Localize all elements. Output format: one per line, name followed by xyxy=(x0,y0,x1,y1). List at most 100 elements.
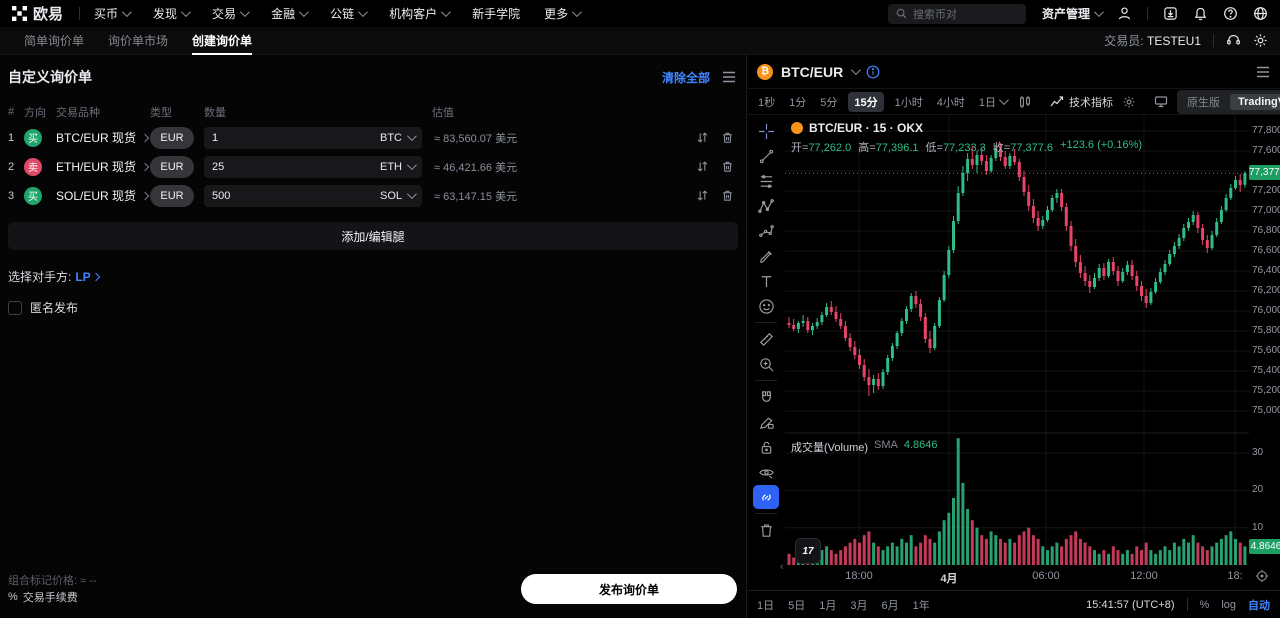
language-globe-icon[interactable] xyxy=(1253,6,1268,21)
range-button[interactable]: 1日 xyxy=(757,599,775,612)
rfq-tab[interactable]: 简单询价单 xyxy=(24,34,85,48)
crosshair-tool-icon[interactable] xyxy=(753,119,779,143)
menu-icon[interactable] xyxy=(722,71,736,83)
nav-item[interactable]: 金融 xyxy=(271,5,309,22)
range-button[interactable]: 1月 xyxy=(819,599,837,612)
search-input[interactable]: 搜索币对 xyxy=(887,3,1026,24)
lock-tool-icon[interactable] xyxy=(753,435,779,459)
range-button[interactable]: 5日 xyxy=(788,599,806,612)
download-app-icon[interactable] xyxy=(1163,6,1178,21)
instrument-selector[interactable]: BTC/EUR 现货 xyxy=(56,129,150,146)
remove-drawings-trash-icon[interactable] xyxy=(753,518,779,542)
nav-item[interactable]: 公链 xyxy=(330,5,368,22)
measure-ruler-tool-icon[interactable] xyxy=(753,327,779,351)
rfq-tab[interactable]: 创建询价单 xyxy=(180,27,264,55)
sma-value: 4.8646 xyxy=(903,439,938,451)
leg-index: 3 xyxy=(8,189,15,202)
nav-item[interactable]: 交易 xyxy=(212,5,250,22)
add-edit-legs-button[interactable]: 添加/编辑腿 xyxy=(8,222,738,250)
type-pill[interactable]: EUR xyxy=(150,155,194,178)
delete-leg-icon[interactable] xyxy=(721,131,734,144)
text-tool-icon[interactable] xyxy=(753,269,779,293)
forecast-tool-icon[interactable] xyxy=(753,219,779,243)
fib-lines-tool-icon[interactable] xyxy=(753,169,779,193)
emoji-tool-icon[interactable] xyxy=(753,294,779,318)
brush-tool-icon[interactable] xyxy=(753,244,779,268)
delete-leg-icon[interactable] xyxy=(721,189,734,202)
instrument-selector[interactable]: SOL/EUR 现货 xyxy=(56,187,150,204)
chart-settings-gear-icon[interactable] xyxy=(1122,95,1136,109)
type-pill[interactable]: EUR xyxy=(150,126,194,149)
log-scale-button[interactable]: log xyxy=(1221,598,1236,611)
tradingview-version-option[interactable]: TradingView xyxy=(1230,93,1280,110)
xabcd-pattern-tool-icon[interactable] xyxy=(753,194,779,218)
zoom-in-tool-icon[interactable] xyxy=(753,352,779,376)
time-axis[interactable]: 18:00 4月 06:00 12:00 18: xyxy=(785,565,1249,590)
range-button[interactable]: 1年 xyxy=(912,599,930,612)
screenshot-icon[interactable] xyxy=(1154,95,1168,108)
anonymous-checkbox[interactable] xyxy=(8,300,22,315)
unit-selector[interactable]: ETH xyxy=(380,160,417,173)
chart-symbol[interactable]: BTC/EUR xyxy=(781,63,844,80)
settings-gear-icon[interactable] xyxy=(1253,33,1268,48)
percent-scale-button[interactable]: % xyxy=(1199,598,1210,611)
delete-leg-icon[interactable] xyxy=(721,160,734,173)
nav-item[interactable]: 发现 xyxy=(153,5,191,22)
native-version-option[interactable]: 原生版 xyxy=(1187,96,1220,109)
timeframe-button[interactable]: 1小时 xyxy=(894,96,923,109)
edit-lock-tool-icon[interactable] xyxy=(753,410,779,434)
chevron-down-icon[interactable] xyxy=(851,65,862,76)
quantity-input[interactable]: 500 SOL xyxy=(204,184,422,207)
timeframe-button[interactable]: 15分 xyxy=(848,91,884,112)
range-button[interactable]: 6月 xyxy=(881,599,899,612)
nav-item[interactable]: 新手学院 xyxy=(472,7,521,21)
trendline-tool-icon[interactable] xyxy=(753,144,779,168)
rfq-tab[interactable]: 询价单市场 xyxy=(108,34,169,48)
timeframe-button[interactable]: 5分 xyxy=(820,96,838,109)
scroll-to-realtime-icon[interactable] xyxy=(1255,569,1269,583)
range-button[interactable]: 3月 xyxy=(850,599,868,612)
chevron-down-icon xyxy=(572,7,583,18)
auto-scale-button[interactable]: 自动 xyxy=(1248,599,1270,612)
type-pill[interactable]: EUR xyxy=(150,184,194,207)
candle-style-icon[interactable] xyxy=(1018,95,1032,109)
link-tool-icon[interactable] xyxy=(753,485,779,509)
price-axis[interactable]: 77,800.0 77,600.0 77,200.0 77,000.0 76,800.0… xyxy=(1249,115,1280,565)
fee-label[interactable]: 交易手续费 xyxy=(22,592,78,604)
unit-selector[interactable]: SOL xyxy=(380,189,417,202)
magnet-tool-icon[interactable] xyxy=(753,385,779,409)
clear-all-button[interactable]: 清除全部 xyxy=(661,70,710,85)
user-icon[interactable] xyxy=(1117,6,1132,21)
chart-menu-icon[interactable] xyxy=(1256,66,1270,78)
chart-version-toggle: 原生版 TradingView xyxy=(1177,89,1280,114)
help-icon[interactable] xyxy=(1223,6,1238,21)
candlestick-chart[interactable] xyxy=(785,115,1249,565)
swap-side-icon[interactable] xyxy=(696,160,709,173)
timeframe-button[interactable]: 4小时 xyxy=(936,96,965,109)
timeframe-button[interactable]: 1秒 xyxy=(758,96,776,109)
publish-rfq-button[interactable]: 发布询价单 xyxy=(521,574,737,604)
support-icon[interactable] xyxy=(1226,33,1241,48)
unit-selector[interactable]: BTC xyxy=(380,131,417,144)
swap-side-icon[interactable] xyxy=(696,131,709,144)
tradingview-logo[interactable]: 17 xyxy=(795,538,821,564)
nav-item[interactable]: 更多 xyxy=(544,5,583,22)
quantity-input[interactable]: 1 BTC xyxy=(204,126,422,149)
chart-clock[interactable]: 15:41:57 (UTC+8) xyxy=(1086,598,1175,611)
indicators-button[interactable]: 技术指标 xyxy=(1050,94,1113,110)
instrument-selector[interactable]: ETH/EUR 现货 xyxy=(56,158,150,175)
counterparty-selector[interactable]: LP xyxy=(75,270,100,284)
assets-menu[interactable]: 资产管理 xyxy=(1042,5,1104,22)
quantity-input[interactable]: 25 ETH xyxy=(204,155,422,178)
nav-item[interactable]: 机构客户 xyxy=(389,5,451,22)
timeframe-button[interactable]: 1日 xyxy=(976,92,1009,112)
timeframe-button[interactable]: 1分 xyxy=(789,96,807,109)
swap-side-icon[interactable] xyxy=(696,189,709,202)
info-icon[interactable] xyxy=(866,65,880,79)
hide-drawings-eye-tool-icon[interactable] xyxy=(753,460,779,484)
okx-logo[interactable]: 欧易 xyxy=(12,3,63,24)
price-axis-label: 75,600.0 xyxy=(1252,345,1280,356)
nav-item[interactable]: 买币 xyxy=(94,5,132,22)
scroll-left-arrow[interactable]: ‹ xyxy=(780,561,784,573)
notifications-bell-icon[interactable] xyxy=(1193,6,1208,21)
